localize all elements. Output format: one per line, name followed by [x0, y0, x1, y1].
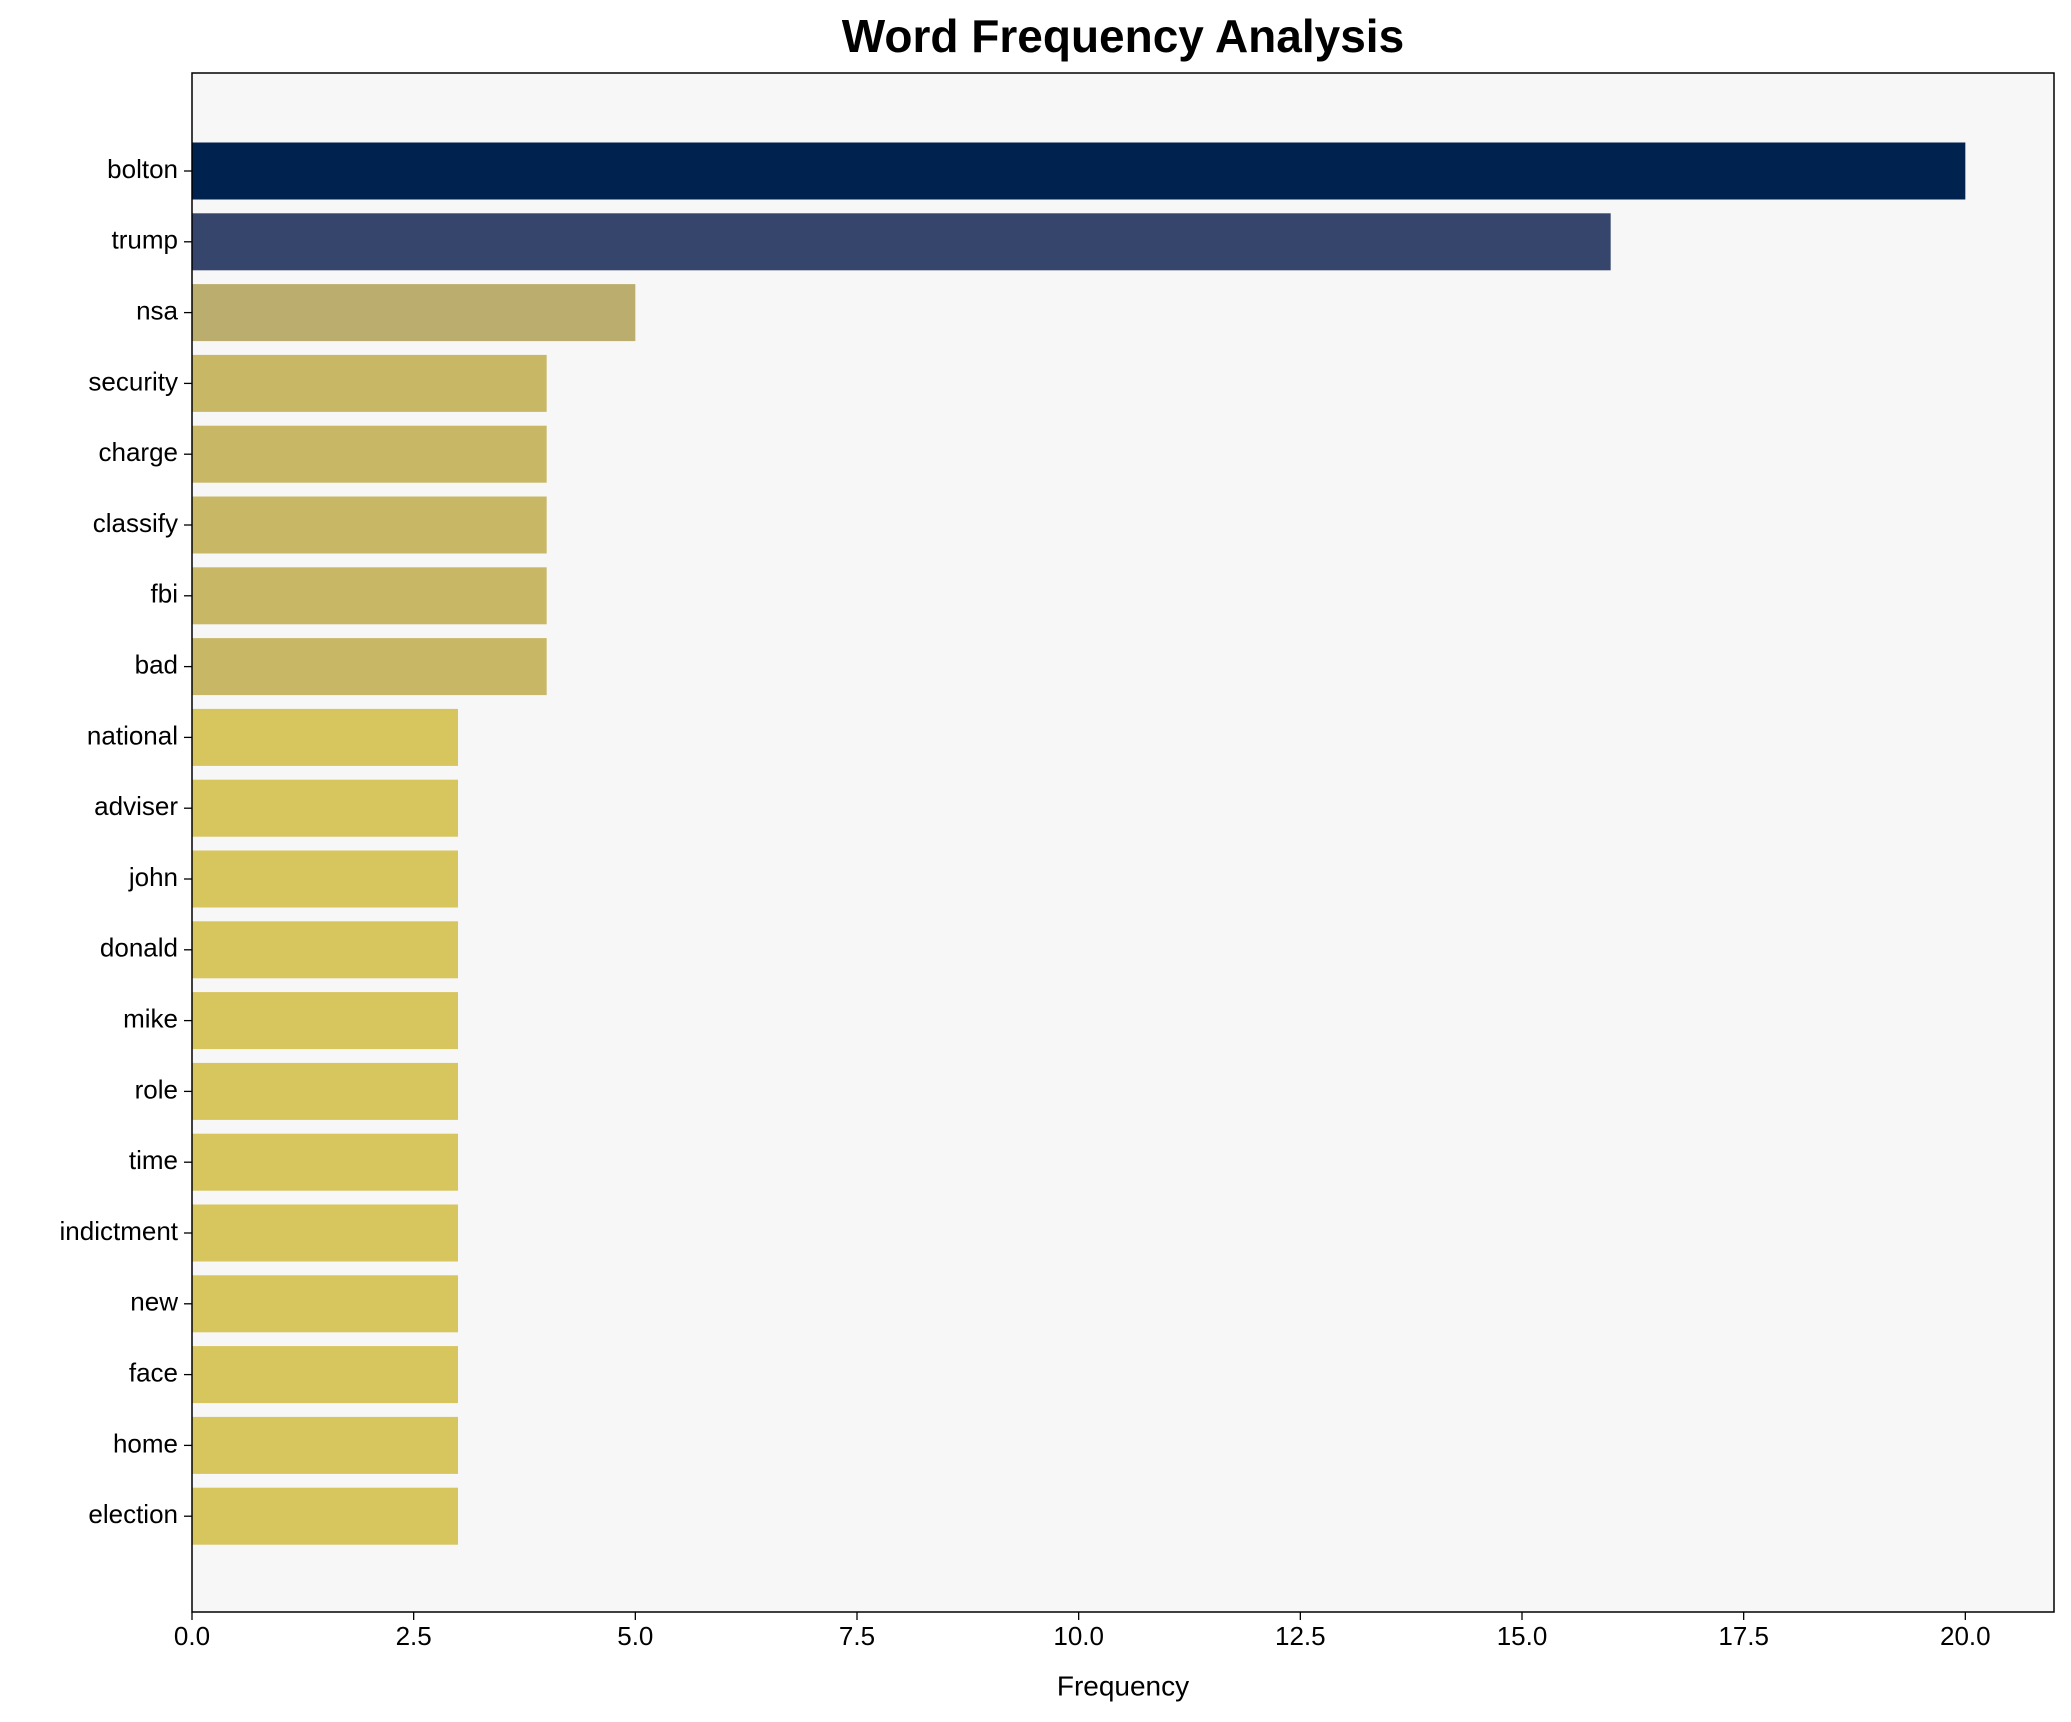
chart-title: Word Frequency Analysis: [842, 10, 1404, 62]
x-tick-label: 5.0: [617, 1621, 653, 1651]
x-tick-label: 2.5: [396, 1621, 432, 1651]
y-tick-label: new: [130, 1287, 178, 1317]
y-tick-label: fbi: [151, 579, 178, 609]
y-tick-label: bolton: [107, 154, 178, 184]
bar: [192, 496, 547, 554]
bar: [192, 567, 547, 625]
y-tick-label: election: [88, 1499, 178, 1529]
bar: [192, 921, 458, 979]
bar: [192, 1416, 458, 1474]
bar: [192, 142, 1966, 200]
bar: [192, 284, 636, 342]
y-tick-label: national: [87, 720, 178, 750]
y-tick-label: adviser: [94, 791, 178, 821]
y-tick-label: john: [128, 862, 178, 892]
x-tick-label: 12.5: [1275, 1621, 1326, 1651]
x-tick-label: 20.0: [1940, 1621, 1991, 1651]
bar: [192, 779, 458, 837]
bar: [192, 213, 1611, 271]
bar: [192, 1133, 458, 1191]
bar: [192, 1062, 458, 1120]
x-tick-label: 10.0: [1053, 1621, 1104, 1651]
y-tick-label: security: [88, 366, 178, 396]
bar: [192, 708, 458, 766]
y-tick-label: nsa: [136, 295, 178, 325]
bar: [192, 992, 458, 1050]
y-tick-label: face: [129, 1357, 178, 1387]
x-axis-label: Frequency: [1057, 1670, 1189, 1701]
x-tick-label: 15.0: [1497, 1621, 1548, 1651]
bar: [192, 354, 547, 412]
bar: [192, 1204, 458, 1262]
y-tick-label: mike: [123, 1003, 178, 1033]
bar: [192, 1275, 458, 1333]
bar: [192, 638, 547, 696]
y-tick-label: trump: [112, 225, 178, 255]
x-tick-label: 17.5: [1718, 1621, 1769, 1651]
y-tick-label: role: [135, 1074, 178, 1104]
y-tick-label: indictment: [60, 1216, 179, 1246]
plot-frame: [191, 72, 2055, 1613]
y-tick-label: donald: [100, 933, 178, 963]
bar: [192, 850, 458, 908]
y-tick-label: charge: [99, 437, 179, 467]
y-tick-label: classify: [93, 508, 178, 538]
x-tick-label: 7.5: [839, 1621, 875, 1651]
y-tick-label: time: [129, 1145, 178, 1175]
bar: [192, 1346, 458, 1404]
x-tick-label: 0.0: [174, 1621, 210, 1651]
bar: [192, 1487, 458, 1545]
y-tick-label: home: [113, 1428, 178, 1458]
y-tick-label: bad: [135, 649, 178, 679]
bar: [192, 425, 547, 483]
